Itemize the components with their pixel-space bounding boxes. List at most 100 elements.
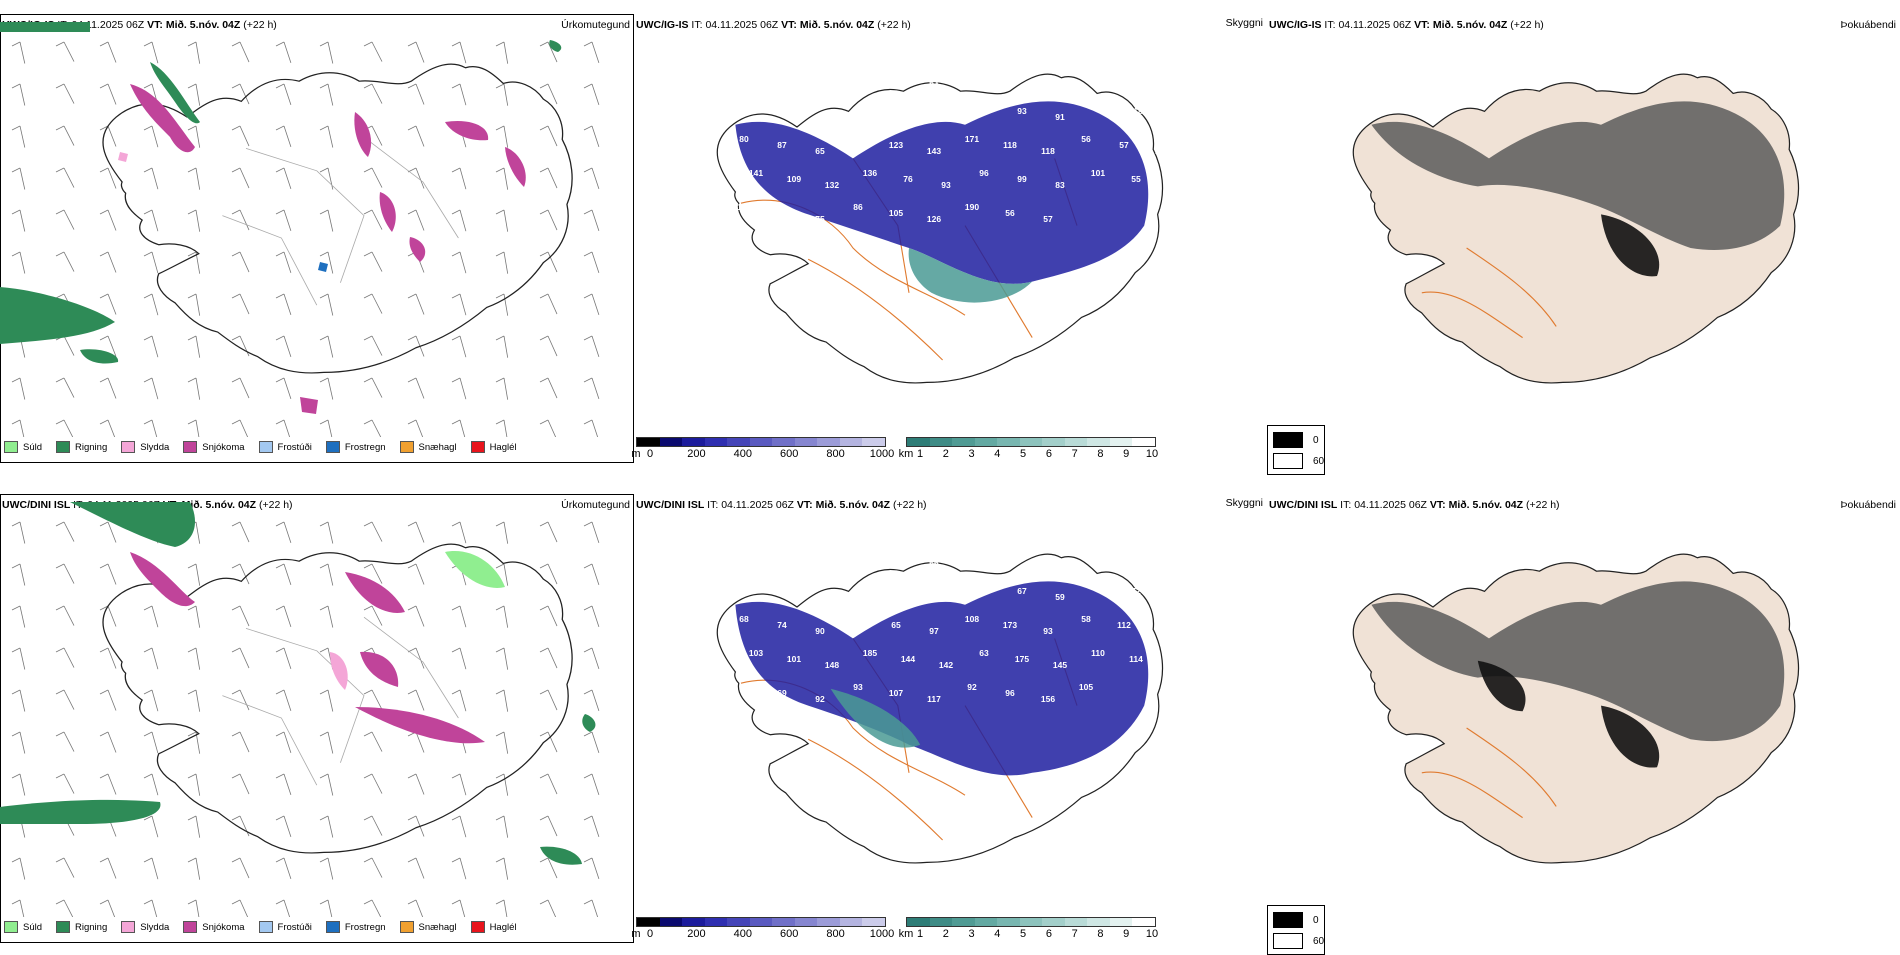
colorbar-tick-label: 5: [1020, 448, 1027, 460]
wind-barb: [583, 605, 600, 628]
visibility-value-label: 93: [1043, 626, 1053, 636]
visibility-value-label: 178: [775, 208, 789, 218]
wind-barb: [231, 377, 250, 399]
model-name: UWC/IG-IS: [1269, 19, 1322, 31]
legend-swatch: [399, 441, 414, 453]
legend-swatch: [399, 921, 414, 933]
legend-item-sudl: Súld: [4, 441, 42, 453]
wind-barb: [231, 83, 250, 105]
init-time: 04.11.2025 06Z: [1338, 19, 1412, 31]
wind-barb: [363, 521, 383, 542]
visibility-value-label: 100: [1041, 78, 1055, 88]
wind-barbs: [11, 41, 600, 437]
visibility-value-label: 67: [1005, 72, 1015, 82]
visibility-value-label: 87: [777, 552, 787, 562]
wind-barb: [407, 209, 425, 231]
wind-barb: [495, 377, 509, 400]
visibility-unit: km: [898, 448, 914, 460]
wind-barb: [407, 293, 425, 315]
wind-barb: [187, 647, 201, 670]
wind-barb: [143, 689, 159, 712]
visibility-value-label: 63: [789, 586, 799, 596]
wind-barb: [11, 209, 26, 232]
visibility-value-label: 77: [777, 72, 787, 82]
legend-label: Haglél: [489, 921, 517, 933]
fog-panel: UWC/DINI ISL IT: 04.11.2025 06Z VT: Mið.…: [1267, 480, 1900, 955]
wind-barb: [187, 563, 201, 586]
visibility-value-label: 96: [979, 168, 989, 178]
precip-fields: [0, 22, 562, 414]
visibility-value-label: 99: [1157, 626, 1167, 636]
wind-barb: [363, 293, 383, 314]
wind-barb: [231, 41, 250, 63]
legend-item-slydda: Slydda: [121, 441, 169, 453]
panel-header: UWC/DINI ISL IT: 04.11.2025 06Z VT: Mið.…: [1269, 498, 1896, 512]
wind-barb: [187, 167, 201, 190]
wind-barb: [187, 815, 201, 838]
wind-barb: [275, 335, 292, 358]
wind-barb: [407, 125, 425, 147]
wind-barb: [275, 167, 292, 190]
wind-barb: [11, 521, 26, 544]
visibility-value-label: 143: [927, 146, 941, 156]
wind-barb: [99, 83, 117, 105]
wind-barb: [55, 605, 75, 626]
wind-barb: [99, 209, 117, 231]
legend-swatch: [4, 441, 18, 453]
wind-barb: [143, 731, 159, 754]
wind-barb: [451, 83, 467, 106]
wind-barb: [143, 335, 159, 358]
wind-barb: [231, 293, 250, 315]
colorbar-segment: [952, 918, 975, 926]
lead-time: (+22 h): [877, 19, 911, 31]
colorbar-segment: [1019, 918, 1043, 926]
visibility-value-label: 63: [929, 78, 939, 88]
ceiling-bar: [636, 917, 886, 927]
wind-barb: [319, 41, 334, 64]
visibility-value-label: 55: [1131, 174, 1141, 184]
visibility-value-label: 115: [737, 202, 751, 212]
wind-barb: [363, 689, 383, 710]
colorbar-segment: [1064, 438, 1088, 446]
wind-barb: [231, 563, 250, 585]
ceiling-ticks: m 0 200 400 600 800 1000: [631, 447, 894, 461]
visibility-value-label: 93: [941, 180, 951, 190]
visibility-value-label: 57: [1119, 140, 1129, 150]
colorbar-segment: [929, 438, 953, 446]
visibility-labels: 80 77 111 95 74 63 48 67 100 82 119 56 82 68 75 78 100 13…: [737, 66, 1181, 224]
vt-label: VT:: [796, 499, 813, 511]
wind-barb: [319, 689, 334, 712]
wind-barb: [583, 209, 600, 232]
visibility-value-label: 92: [1093, 100, 1103, 110]
colorbar-segment: [749, 918, 773, 926]
product-name: Skyggni: [1225, 17, 1263, 29]
visibility-value-label: 175: [1015, 654, 1029, 664]
visibility-value-label: 99: [751, 580, 761, 590]
visibility-value-label: 107: [889, 688, 903, 698]
wind-barb: [99, 41, 117, 63]
visibility-labels: 66 87 101 106 62 66 128 92 124 139 84 102 99 63 66 144 5…: [739, 546, 1179, 704]
visibility-value-label: 103: [749, 648, 763, 658]
wind-barb: [583, 521, 600, 544]
visibility-value-label: 124: [1041, 558, 1055, 568]
wind-barb: [99, 563, 117, 585]
wind-barb: [275, 689, 292, 712]
wind-barb: [583, 335, 600, 358]
visibility-value-label: 122: [977, 100, 991, 110]
valid-time: Mið. 5.nóv. 04Z: [815, 499, 891, 511]
wind-barb: [451, 209, 467, 232]
visibility-value-label: 142: [939, 660, 953, 670]
colorbar-tick-label: 9: [1123, 448, 1130, 460]
wind-barb: [319, 209, 334, 232]
wind-barb: [143, 377, 159, 400]
legend-label: Slydda: [140, 441, 170, 453]
legend-item-haglel: Haglél: [470, 921, 517, 933]
visibility-value-label: 105: [1079, 682, 1093, 692]
colorbar-tick-label: 4: [994, 928, 1001, 940]
legend-item-frostudi: Frostúði: [258, 921, 312, 933]
wind-barb: [495, 419, 508, 437]
wind-barb: [11, 251, 26, 274]
colorbar-segment: [817, 438, 840, 446]
visibility-value-label: 119: [1117, 72, 1131, 82]
visibility-value-label: 57: [979, 580, 989, 590]
